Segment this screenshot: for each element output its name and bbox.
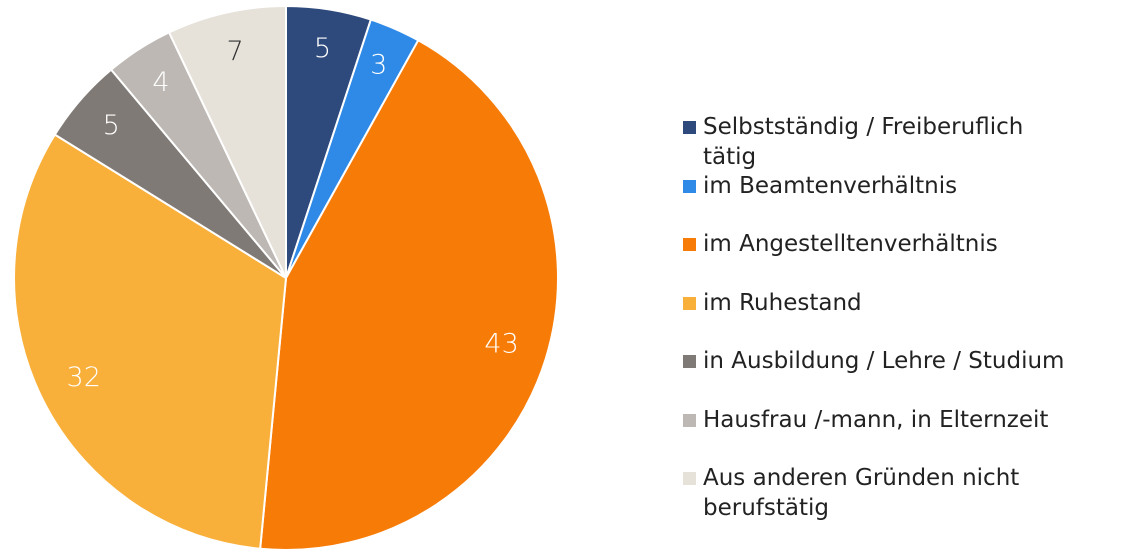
pie-slice [167,4,287,279]
pie-slice [259,38,559,551]
pie: 5 3 43 32 5 4 7 [13,4,559,551]
data-label: 3 [370,50,387,81]
legend-label: Aus anderen Gründen nicht berufstätig [703,465,1020,521]
data-label: 7 [226,36,243,67]
legend-item: Selbstständig / Freiberuflich tätig [683,112,1123,171]
legend-item: Aus anderen Gründen nicht berufstätig [683,463,1123,522]
legend-swatch [683,296,696,310]
legend-swatch [683,472,696,485]
data-label: 32 [67,362,101,393]
legend-item: im Beamtenverhältnis [683,171,1123,230]
legend-label: im Beamtenverhältnis [703,172,958,199]
legend-swatch [683,238,696,251]
legend-item: im Angestelltenverhältnis [683,229,1123,288]
data-label: 5 [314,33,331,64]
legend: Selbstständig / Freiberuflich tätig im Be… [683,112,1123,522]
data-label: 43 [484,329,518,360]
legend-swatch [683,355,696,368]
legend-item: im Ruhestand [683,288,1123,347]
legend-label: im Ruhestand [703,289,862,316]
legend-label: Hausfrau /-mann, in Elternzeit [703,406,1049,433]
data-label: 5 [103,110,120,141]
legend-item: Hausfrau /-mann, in Elternzeit [683,405,1123,464]
legend-label: in Ausbildung / Lehre / Studium [703,348,1065,374]
legend-label: im Angestelltenverhältnis [703,231,998,257]
data-label: 4 [152,67,169,98]
legend-item: in Ausbildung / Lehre / Studium [683,346,1123,405]
legend-label: Selbstständig / Freiberuflich tätig [703,114,1024,170]
pie-slice [13,133,288,550]
legend-swatch [683,179,696,193]
legend-swatch [683,121,696,134]
legend-swatch [683,413,696,427]
